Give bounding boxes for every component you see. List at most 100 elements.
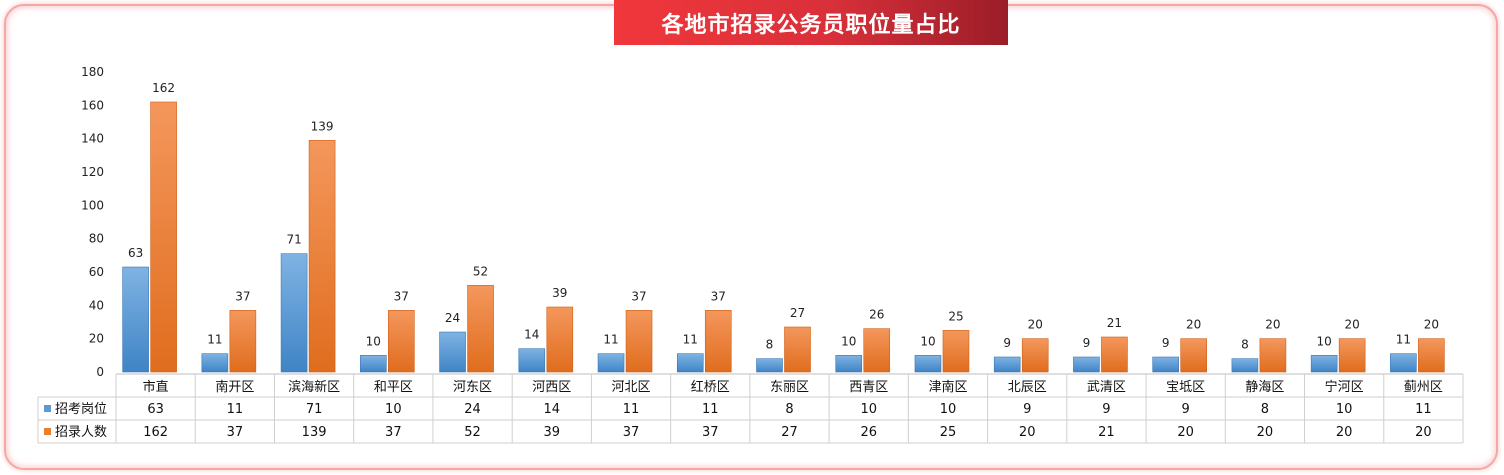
bar-positions-9 [835, 355, 863, 373]
data-label: 9 [1003, 336, 1011, 350]
table-cell: 37 [623, 425, 640, 440]
table-cell: 11 [623, 402, 640, 417]
bar-hires-1 [229, 310, 257, 373]
bar-positions-7 [676, 353, 704, 373]
data-label: 11 [207, 333, 222, 347]
y-tick-label: 20 [89, 332, 104, 346]
bar-positions-0 [122, 266, 149, 373]
data-label: 11 [1396, 333, 1411, 347]
table-cell: 26 [860, 425, 877, 440]
y-tick-label: 160 [81, 98, 104, 112]
bar-hires-5 [546, 306, 574, 373]
bar-hires-2 [308, 140, 336, 373]
data-label: 8 [1241, 338, 1249, 352]
table-cell: 10 [1336, 402, 1353, 417]
category-label: 武清区 [1087, 380, 1126, 395]
table-cell: 63 [147, 402, 164, 417]
table-cell: 8 [785, 402, 793, 417]
category-label: 河西区 [532, 380, 571, 395]
bar-hires-0 [150, 101, 177, 373]
data-label: 26 [869, 308, 884, 322]
table-cell: 25 [940, 425, 957, 440]
bar-hires-12 [1101, 336, 1128, 373]
bar-hires-9 [863, 328, 891, 373]
data-label: 71 [286, 233, 301, 247]
category-label: 河东区 [453, 380, 492, 395]
table-cell: 9 [1182, 402, 1190, 417]
data-label: 37 [394, 289, 409, 303]
table-cell: 39 [544, 425, 561, 440]
bars-group: 63 162 11 37 71 139 10 37 24 52 14 39 11 37 11 37 8 27 10 2… [122, 81, 1445, 373]
table-cell: 20 [1336, 425, 1353, 440]
table-cell: 20 [1177, 425, 1194, 440]
data-label: 20 [1424, 318, 1439, 332]
table-cell: 9 [1102, 402, 1110, 417]
bar-hires-6 [625, 310, 653, 373]
data-label: 9 [1162, 336, 1170, 350]
data-label: 139 [311, 119, 334, 133]
table-cell: 71 [306, 402, 323, 417]
bar-positions-6 [597, 353, 625, 373]
y-tick-label: 140 [81, 132, 104, 146]
bar-positions-3 [360, 355, 387, 373]
bar-hires-10 [942, 330, 970, 373]
bar-positions-4 [439, 331, 466, 373]
data-label: 9 [1083, 336, 1091, 350]
table-cell: 37 [385, 425, 402, 440]
data-label: 10 [366, 334, 381, 348]
y-tick-label: 180 [81, 65, 104, 79]
chart-frame [4, 4, 1498, 470]
category-label: 南开区 [215, 379, 254, 395]
category-label: 东丽区 [770, 380, 809, 395]
data-label: 10 [1317, 334, 1332, 348]
category-label: 河北区 [612, 380, 651, 395]
y-tick-label: 0 [96, 365, 104, 379]
data-label: 10 [841, 334, 856, 348]
bar-hires-3 [388, 310, 415, 373]
bar-hires-13 [1180, 338, 1207, 373]
bar-positions-2 [280, 253, 308, 373]
table-cell: 27 [781, 425, 798, 440]
bar-positions-1 [201, 353, 229, 373]
data-label: 27 [790, 306, 805, 320]
bar-hires-4 [467, 285, 494, 373]
legend-label: 招考岗位 [55, 402, 107, 417]
bar-positions-8 [756, 358, 783, 373]
category-label: 市直 [143, 379, 169, 395]
category-label: 红桥区 [691, 379, 730, 395]
y-tick-label: 100 [81, 198, 104, 212]
data-label: 52 [473, 264, 488, 278]
data-label: 162 [152, 81, 175, 95]
table-cell: 10 [385, 402, 402, 417]
data-label: 20 [1265, 318, 1280, 332]
bar-positions-5 [518, 348, 546, 373]
table-cell: 139 [302, 425, 327, 440]
table-cell: 11 [227, 402, 244, 417]
table-cell: 11 [702, 402, 719, 417]
table-cell: 20 [1415, 425, 1432, 440]
data-label: 63 [128, 246, 143, 260]
data-label: 11 [683, 333, 698, 347]
data-label: 21 [1107, 316, 1122, 330]
bar-hires-8 [784, 326, 811, 373]
bar-hires-11 [1021, 338, 1049, 373]
category-label: 宝坻区 [1166, 379, 1205, 395]
table-cell: 9 [1023, 402, 1031, 417]
legend-swatch [44, 428, 51, 435]
bar-positions-10 [914, 355, 942, 373]
y-tick-label: 80 [89, 232, 104, 246]
bar-positions-15 [1310, 355, 1338, 373]
y-axis: 0 20 40 60 80 100 120 140 160 180 [81, 65, 104, 379]
legend-swatch [44, 405, 51, 412]
bar-hires-16 [1418, 338, 1445, 373]
legend-label: 招录人数 [55, 425, 107, 440]
bar-hires-14 [1259, 338, 1287, 373]
y-tick-label: 120 [81, 165, 104, 179]
bar-positions-14 [1231, 358, 1259, 373]
bar-positions-12 [1073, 356, 1100, 373]
y-tick-label: 40 [89, 298, 104, 312]
table-cell: 24 [464, 402, 481, 417]
data-label: 20 [1186, 318, 1201, 332]
category-label: 宁河区 [1325, 379, 1364, 395]
